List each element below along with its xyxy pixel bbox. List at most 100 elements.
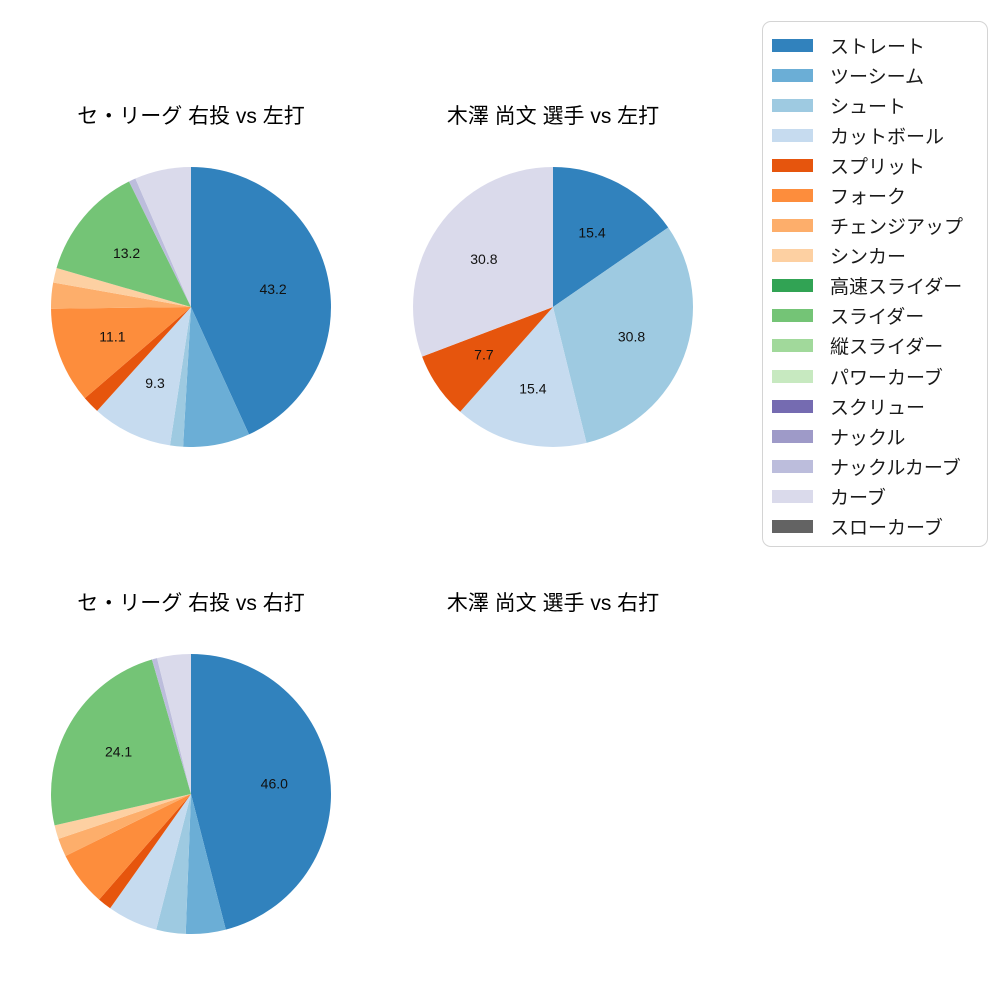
pie-slice <box>151 658 191 794</box>
legend-item-label: パワーカーブ <box>830 367 943 389</box>
legend-color-swatch <box>772 68 813 82</box>
pie-slice <box>97 307 191 446</box>
legend-color-swatch <box>772 429 813 443</box>
pie-slice <box>54 794 191 839</box>
legend-item: カーブ <box>772 481 987 511</box>
legend-item-label: スクリュー <box>830 397 926 419</box>
legend-item: シュート <box>772 90 987 120</box>
legend-item-label: カーブ <box>830 487 886 509</box>
legend-item-label: ツーシーム <box>830 66 925 88</box>
legend-color-swatch <box>772 219 813 233</box>
legend-item-label: スローカーブ <box>830 518 943 540</box>
pie-value-label: 30.8 <box>618 329 645 345</box>
pie-value-label: 9.3 <box>145 375 165 391</box>
legend-color-swatch <box>772 38 813 52</box>
pie-value-label: 46.0 <box>261 775 288 791</box>
pie-slice <box>51 282 191 309</box>
legend: ストレートツーシームシュートカットボール スプリットフォークチェンジアップ シンカー… <box>762 21 988 547</box>
legend-item: スローカーブ <box>772 512 987 542</box>
legend-item-label: フォーク <box>830 187 907 209</box>
pie-slice <box>191 654 331 930</box>
legend-item-label: ナックル <box>830 427 906 449</box>
legend-item: スライダー <box>772 301 987 331</box>
legend-item: シンカー <box>772 241 987 271</box>
legend-item: パワーカーブ <box>772 361 987 391</box>
legend-color-swatch <box>772 189 813 203</box>
legend-item-label: シンカー <box>830 247 907 269</box>
legend-item: ナックル <box>772 421 987 451</box>
pie-slice <box>135 167 191 307</box>
legend-color-swatch <box>772 158 813 172</box>
pie-slice <box>185 794 226 934</box>
pie-value-label: 43.2 <box>259 281 286 297</box>
pie-chart-player-vs-right: 木澤 尚文 選手 vs 右打 <box>413 591 693 934</box>
legend-item: ツーシーム <box>772 60 987 90</box>
legend-item-label: ナックルカーブ <box>830 457 961 479</box>
pie-chart-league-right-vs-left: セ・リーグ 右投 vs 左打 43.2 9.3 11.1 13.2 <box>51 104 331 447</box>
chart-title: セ・リーグ 右投 vs 右打 <box>77 592 305 615</box>
legend-color-swatch <box>772 279 813 293</box>
legend-item: ストレート <box>772 30 987 60</box>
legend-item: カットボール <box>772 120 987 150</box>
pie-value-label: 11.1 <box>99 329 125 345</box>
pie: 43.2 9.3 11.1 13.2 <box>51 167 331 447</box>
legend-item-label: 縦スライダー <box>830 337 944 359</box>
pie-slice <box>110 794 191 930</box>
chart-title: 木澤 尚文 選手 vs 右打 <box>446 592 660 615</box>
pie-value-label: 24.1 <box>105 743 132 759</box>
pie-value-label: 30.8 <box>470 251 497 267</box>
pie-slice <box>169 307 191 447</box>
pie-slice <box>460 307 587 447</box>
legend-color-swatch <box>772 98 813 112</box>
legend-item: 高速スライダー <box>772 271 987 301</box>
legend-color-swatch <box>772 339 813 353</box>
legend-color-swatch <box>772 399 813 413</box>
pie-slice <box>157 654 191 794</box>
pie-chart-league-right-vs-right: セ・リーグ 右投 vs 右打 46.0 24.1 <box>51 591 331 934</box>
legend-item-label: チェンジアップ <box>830 217 964 239</box>
legend-item-label: カットボール <box>830 126 945 148</box>
pie-slice <box>553 167 669 307</box>
legend-color-swatch <box>772 520 813 534</box>
legend-color-swatch <box>772 459 813 473</box>
legend-color-swatch <box>772 309 813 323</box>
legend-item-label: シュート <box>830 96 907 118</box>
pie-slice <box>51 307 192 399</box>
legend-item-label: ストレート <box>830 36 926 58</box>
legend-color-swatch <box>772 128 813 142</box>
legend-item: チェンジアップ <box>772 211 987 241</box>
legend-item: スプリット <box>772 150 987 180</box>
pie <box>413 654 693 934</box>
legend-color-swatch <box>772 489 813 503</box>
legend-item: スクリュー <box>772 391 987 421</box>
legend-item-label: 高速スライダー <box>830 277 963 299</box>
pie-slice <box>422 307 553 412</box>
pie-slice <box>156 794 191 934</box>
legend-item: ナックルカーブ <box>772 451 987 481</box>
pie: 15.4 30.8 15.4 7.7 30.8 <box>413 167 693 447</box>
pie-slice <box>65 794 191 900</box>
chart-title: 木澤 尚文 選手 vs 左打 <box>446 105 660 128</box>
pie: 46.0 24.1 <box>51 654 331 934</box>
legend-color-swatch <box>772 369 813 383</box>
pie-slice <box>53 267 191 307</box>
pie-slice <box>51 659 191 826</box>
pie-value-label: 15.4 <box>519 381 546 397</box>
pie-value-label: 13.2 <box>113 245 140 261</box>
pie-slice <box>553 227 693 443</box>
pie-slice <box>58 794 191 856</box>
pie-slice <box>191 167 331 435</box>
pie-chart-player-vs-left: 木澤 尚文 選手 vs 左打 15.4 30.8 15.4 7.7 30.8 <box>413 104 693 447</box>
legend-item: フォーク <box>772 180 987 210</box>
pie-slice <box>129 178 191 307</box>
legend-item: 縦スライダー <box>772 331 987 361</box>
legend-color-swatch <box>772 249 813 263</box>
pie-slice <box>183 307 250 447</box>
legend-item-label: スプリット <box>830 156 926 178</box>
pie-value-label: 7.7 <box>474 347 494 363</box>
pie-slice <box>413 167 553 357</box>
pie-slice <box>99 794 191 909</box>
pie-slice <box>84 307 191 411</box>
chart-title: セ・リーグ 右投 vs 左打 <box>77 105 305 128</box>
